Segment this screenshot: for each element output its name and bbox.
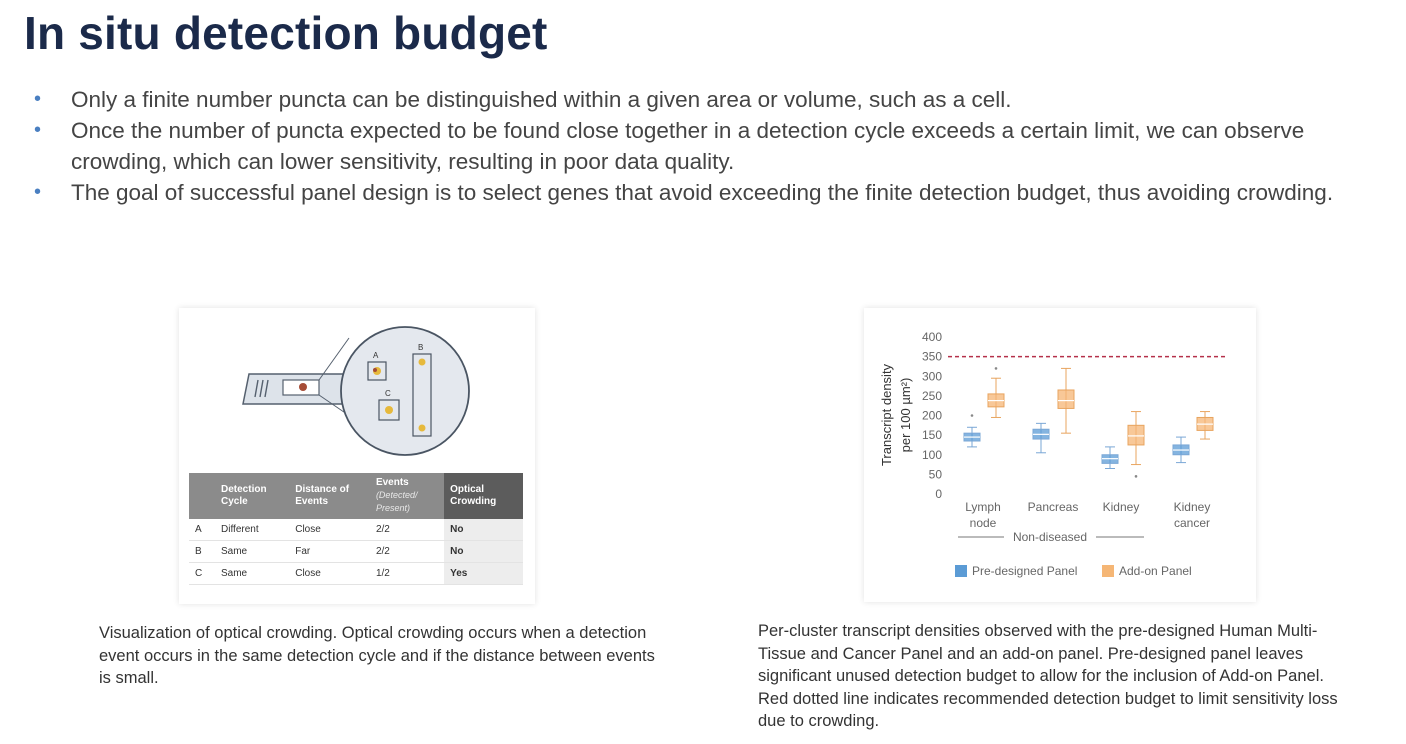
y-tick-label: 150 [922, 428, 942, 442]
box-outlier [970, 414, 974, 417]
event-box-c [378, 399, 400, 421]
table-header-cycle: Detection Cycle [215, 473, 290, 519]
legend-label-addon: Add-on Panel [1119, 564, 1192, 578]
x-tick-label: Lymph [965, 500, 1001, 514]
bullet-dot-icon: • [34, 119, 42, 141]
box-iqr [1127, 424, 1145, 446]
y-tick-label: 100 [922, 448, 942, 462]
row-crowding: No [444, 519, 523, 541]
bullet-item: • Once the number of puncta expected to b… [30, 115, 1390, 177]
row-distance: Close [289, 519, 370, 541]
box-outlier [1134, 475, 1138, 478]
row-distance: Close [289, 562, 370, 585]
row-cycle: Different [215, 519, 290, 541]
event-box-b [412, 353, 432, 437]
crowding-diagram: A C B [242, 326, 470, 456]
crowding-table: Detection Cycle Distance of Events Event… [189, 473, 523, 585]
box-outlier [994, 367, 998, 370]
slide-label-lines-icon [254, 379, 269, 398]
table-header-events: Events (Detected/ Present) [369, 473, 445, 519]
row-crowding: No [444, 540, 523, 563]
y-tick-label: 200 [922, 409, 942, 423]
legend-swatch-addon [1102, 565, 1114, 577]
row-id: B [189, 540, 215, 563]
x-tick-label: Kidney [1174, 500, 1211, 514]
table-row: B Same Far 2/2 No [189, 540, 523, 563]
y-axis-label-line2: per 100 µm²) [898, 378, 913, 453]
table-header-blank [189, 473, 215, 519]
y-tick-label: 350 [922, 350, 942, 364]
tissue-spot-icon [299, 383, 307, 391]
row-events: 2/2 [369, 519, 445, 541]
table-header-distance: Distance of Events [289, 473, 370, 519]
x-tick-label: cancer [1174, 516, 1210, 530]
x-tick-label: Kidney [1103, 500, 1140, 514]
legend-label-predesigned: Pre-designed Panel [972, 564, 1077, 578]
bullet-dot-icon: • [34, 181, 42, 203]
row-cycle: Same [215, 540, 290, 563]
bullet-dot-icon: • [34, 88, 42, 110]
x-tick-label: Pancreas [1028, 500, 1079, 514]
row-id: C [189, 562, 215, 585]
row-distance: Far [289, 540, 370, 563]
density-chart: Transcript density per 100 µm²) 0 50 100 15… [879, 330, 1226, 578]
legend-swatch-predesigned [955, 565, 967, 577]
box-iqr [1057, 389, 1075, 409]
zoom-circle-icon [340, 326, 470, 456]
table-row: A Different Close 2/2 No [189, 519, 523, 541]
row-events: 1/2 [369, 562, 445, 585]
row-crowding: Yes [444, 562, 523, 585]
bullet-item: • Only a finite number puncta can be dist… [30, 84, 1390, 115]
row-id: A [189, 519, 215, 541]
slide-title: In situ detection budget [24, 7, 548, 59]
y-tick-label: 250 [922, 389, 942, 403]
y-tick-label: 400 [922, 330, 942, 344]
bullet-item: • The goal of successful panel design is … [30, 177, 1390, 208]
event-box-a [367, 361, 387, 381]
crowding-figure-panel: A C B Detection Cycle Distance of Events… [179, 308, 535, 604]
bullet-list: • Only a finite number puncta can be dist… [30, 84, 1390, 208]
y-tick-label: 300 [922, 369, 942, 383]
events-header-label: Events [375, 477, 409, 488]
bullet-text: Only a finite number puncta can be disti… [71, 87, 1012, 112]
y-axis-label-line1: Transcript density [879, 363, 894, 466]
table-header-crowding: Optical Crowding [444, 473, 523, 519]
events-header-sub: (Detected/ Present) [375, 490, 418, 513]
row-cycle: Same [215, 562, 290, 585]
y-tick-label: 0 [935, 487, 942, 501]
event-label-c: C [385, 389, 391, 398]
bullet-text: The goal of successful panel design is t… [71, 180, 1334, 205]
row-events: 2/2 [369, 540, 445, 563]
density-caption: Per-cluster transcript densities observe… [758, 622, 1338, 730]
bullet-text: Once the number of puncta expected to be… [71, 118, 1305, 174]
table-row: C Same Close 1/2 Yes [189, 562, 523, 585]
event-label-a: A [373, 351, 379, 360]
event-label-b: B [418, 343, 423, 352]
group-label: Non-diseased [1013, 530, 1087, 544]
crowding-caption: Visualization of optical crowding. Optic… [99, 624, 655, 687]
density-chart-panel: Transcript density per 100 µm²) 0 50 100 15… [864, 308, 1256, 602]
y-tick-label: 50 [929, 467, 943, 481]
x-tick-label: node [970, 516, 997, 530]
